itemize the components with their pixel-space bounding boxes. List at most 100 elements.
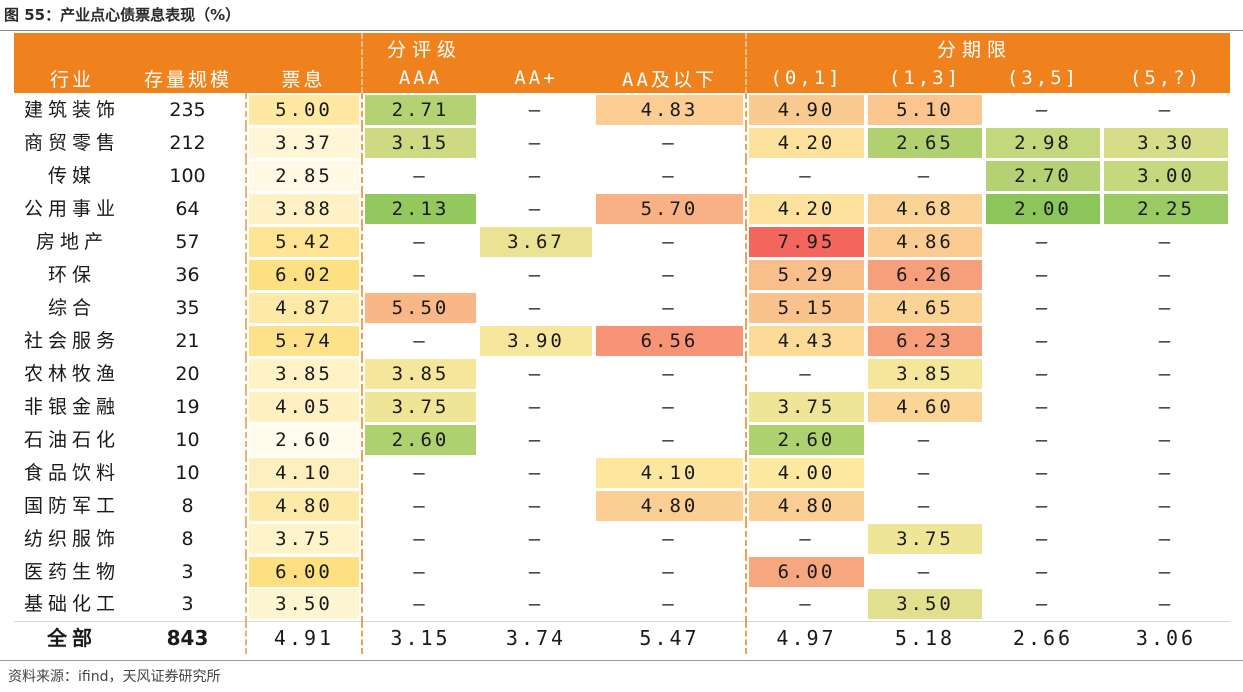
cell-tenor-5-plus-value: – [1158,428,1174,451]
cell-tenor-0-1: 4.97 [745,621,866,654]
cell-aaa-value: – [413,527,428,550]
cell-aa-below: – [594,159,746,192]
cell-aa-below: – [594,390,746,423]
cell-industry-value: 国防军工 [23,494,120,517]
cell-tenor-3-5-value: 2.98 [986,127,1100,158]
cell-aa-plus: 3.74 [478,621,594,654]
cell-coupon-value: 4.91 [273,625,335,650]
cell-tenor-3-5-value: – [1035,362,1051,385]
cell-tenor-3-5-value: – [1035,230,1051,253]
cell-industry-value: 商贸零售 [23,131,120,154]
table-row: 传媒 100 2.85 – – – – – 2.70 3.00 [14,159,1230,192]
cell-tenor-1-3: 4.60 [866,390,984,423]
cell-aa-plus: – [478,93,594,126]
cell-industry: 公用事业 [14,192,130,225]
cell-coupon: 4.10 [245,456,362,489]
cell-aa-plus: – [478,423,594,456]
table-row: 综合 35 4.87 5.50 – – 5.15 4.65 – – [14,291,1230,324]
column-header-tenor-1-3: (1,3] [888,67,962,89]
cell-tenor-3-5-value: – [1035,395,1051,418]
cell-tenor-0-1-value: 4.20 [749,127,864,158]
cell-aaa-value: – [413,461,428,484]
cell-aa-plus: – [478,390,594,423]
cell-industry-value: 纺织服饰 [23,527,120,550]
cell-stock-value: 212 [169,131,206,154]
cell-aaa: 2.13 [361,192,478,225]
cell-tenor-3-5: 2.98 [984,126,1102,159]
cell-aaa-value: – [413,230,428,253]
cell-tenor-1-3: – [866,489,984,522]
cell-tenor-1-3: 3.50 [866,588,984,621]
group-header-empty [246,33,362,63]
table-row: 国防军工 8 4.80– –4.80 4.80– – – [14,489,1230,522]
cell-aa-below-value: – [662,164,677,187]
cell-tenor-3-5: – [984,489,1102,522]
cell-aa-below: – [594,423,746,456]
cell-industry: 国防军工 [14,489,130,522]
cell-tenor-5-plus-value: – [1158,329,1174,352]
column-header-aa-below: AA及以下 [622,68,717,91]
cell-aa-plus-value: 3.67 [480,226,592,257]
cell-tenor-0-1: 4.20 [745,192,866,225]
cell-tenor-0-1: 4.90 [745,93,866,126]
cell-coupon-value: 2.85 [249,160,359,191]
cell-aa-below-value: – [662,527,677,550]
cell-aa-below: – [594,522,746,555]
cell-tenor-0-1: 2.60 [745,423,866,456]
cell-tenor-3-5: – [984,291,1102,324]
cell-aaa-value: – [413,593,428,616]
cell-aa-plus-value: – [528,428,544,451]
cell-tenor-0-1: 4.80 [745,489,866,522]
cell-aaa: – [361,588,478,621]
cell-tenor-1-3-value: 6.26 [868,259,982,290]
cell-tenor-0-1: 5.15 [745,291,866,324]
column-header-tenor-3-5: (3,5] [1006,67,1080,89]
cell-tenor-3-5-value: – [1035,494,1051,517]
cell-tenor-1-3-value: 4.68 [868,193,982,224]
cell-aa-plus-value: – [528,296,544,319]
cell-tenor-5-plus: – [1102,93,1230,126]
cell-stock-value: 10 [175,461,200,484]
cell-tenor-1-3-value: 5.10 [868,94,982,125]
cell-aa-below-value: 4.80 [596,490,743,521]
cell-tenor-1-3: 6.23 [866,324,984,357]
cell-tenor-5-plus: 3.06 [1102,621,1230,654]
cell-coupon-value: 3.75 [249,523,359,554]
cell-stock: 19 [130,390,246,423]
cell-tenor-1-3: 2.65 [866,126,984,159]
cell-tenor-3-5-value: 2.70 [986,160,1100,191]
cell-tenor-5-plus: 2.25 [1102,192,1230,225]
cell-tenor-3-5-value: – [1035,461,1051,484]
cell-coupon: 4.87 [245,291,362,324]
cell-stock-value: 20 [175,362,200,385]
cell-aa-plus: 3.67 [478,225,594,258]
cell-aaa: – [361,522,478,555]
cell-tenor-5-plus-value: – [1158,263,1174,286]
cell-tenor-0-1: 3.75 [745,390,866,423]
cell-industry-value: 食品饮料 [23,461,120,484]
cell-stock-value: 8 [181,494,194,517]
cell-tenor-1-3: – [866,159,984,192]
cell-industry-value: 石油石化 [23,428,120,451]
cell-tenor-5-plus-value: 3.30 [1104,127,1229,158]
cell-tenor-3-5: – [984,555,1102,588]
cell-coupon-value: 3.88 [249,193,359,224]
cell-tenor-1-3-value: 6.23 [868,325,982,356]
table-row: 非银金融 19 4.05 3.75– –3.75 4.60– – [14,390,1230,423]
cell-tenor-0-1-value: – [799,362,814,385]
column-header-aaa: AAA [361,63,478,93]
cell-tenor-0-1-value: 7.95 [749,226,864,257]
cell-coupon: 6.02 [245,258,362,291]
cell-tenor-3-5: – [984,522,1102,555]
cell-aa-below: – [594,258,746,291]
cell-coupon: 2.60 [245,423,362,456]
column-header-row: 行业 存量规模 票息 AAA AA+ AA及以下 (0,1] (1,3] (3,… [14,63,1231,93]
cell-aa-below: – [594,555,746,588]
cell-stock: 35 [130,291,246,324]
cell-industry: 农林牧渔 [14,357,130,390]
table-row: 商贸零售 212 3.37 3.15 – – 4.20 2.65 2.98 3.30 [14,126,1230,159]
cell-tenor-1-3-value: – [917,560,933,583]
cell-tenor-5-plus-value: 3.06 [1135,625,1197,650]
cell-industry: 纺织服饰 [14,522,130,555]
figure-title: 图 55：产业点心债票息表现（%） [4,6,241,24]
